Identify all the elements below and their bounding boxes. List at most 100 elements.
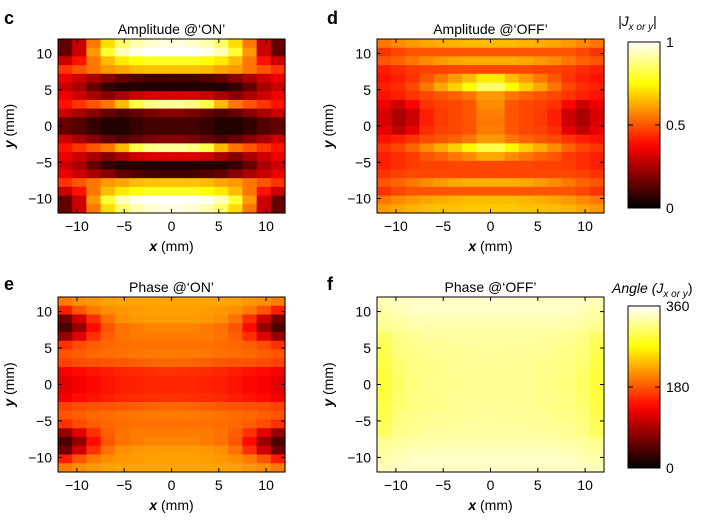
heatmap-cell (433, 419, 449, 429)
heatmap-cell (547, 134, 563, 144)
heatmap-cell (377, 160, 392, 171)
heatmap-cell (228, 195, 244, 205)
y-tick-label: −5 (355, 154, 371, 170)
heatmap-cell (72, 375, 87, 386)
heatmap-cell (447, 56, 463, 66)
heatmap-cell (128, 305, 144, 316)
heatmap-cell (114, 402, 130, 412)
heatmap-cell (561, 402, 577, 412)
heatmap-cell (547, 402, 563, 412)
heatmap-cell (419, 152, 435, 162)
heatmap-cell (143, 47, 158, 57)
heatmap-cell (72, 108, 87, 118)
heatmap-cell (462, 152, 477, 162)
heatmap-cell (533, 65, 548, 75)
heatmap-cell (270, 134, 286, 144)
heatmap-cell (228, 305, 244, 316)
heatmap-cell (199, 82, 215, 92)
heatmap-cell (575, 204, 591, 214)
heatmap-cell (533, 143, 548, 153)
heatmap-cell (86, 297, 102, 307)
heatmap-cell (575, 99, 591, 110)
heatmap-cell (419, 82, 435, 92)
heatmap-cell (185, 393, 201, 403)
heatmap-cell (199, 463, 215, 473)
heatmap-cell (575, 445, 591, 456)
heatmap-cell (405, 349, 421, 359)
heatmap-cell (228, 204, 244, 214)
y-tick-label: 5 (363, 82, 371, 98)
heatmap-cell (270, 323, 286, 333)
heatmap-cell (185, 99, 201, 110)
heatmap-cell (561, 82, 577, 92)
heatmap-cell (533, 437, 548, 447)
heatmap-cell (128, 349, 144, 359)
heatmap-cell (143, 160, 158, 171)
heatmap-cell (490, 358, 506, 368)
heatmap-cell (86, 419, 102, 429)
heatmap-cell (419, 384, 435, 394)
heatmap-cell (419, 463, 435, 473)
heatmap-cell (575, 73, 591, 84)
heatmap-cell (228, 323, 244, 333)
heatmap-cell (405, 91, 421, 101)
heatmap-cell (533, 384, 548, 394)
heatmap-cell (419, 99, 435, 110)
heatmap-cell (561, 160, 577, 171)
heatmap-cell (462, 91, 477, 101)
heatmap-cell (214, 437, 229, 447)
heatmap-cell (171, 160, 187, 171)
heatmap-cell (228, 367, 244, 377)
heatmap-cell (58, 410, 73, 421)
heatmap-cell (419, 117, 435, 127)
heatmap-cell (547, 91, 563, 101)
heatmap-cell (228, 437, 244, 447)
heatmap-cell (476, 47, 492, 57)
heatmap-cells (377, 297, 605, 473)
heatmap-cell (533, 375, 548, 386)
heatmap-cell (171, 143, 187, 153)
heatmap-cells (377, 39, 605, 214)
heatmap-cell (58, 91, 73, 101)
heatmap-cell (171, 39, 187, 49)
heatmap-cell (72, 134, 87, 144)
heatmap-cell (589, 160, 605, 171)
heatmap-cell (518, 47, 534, 57)
heatmap-cell (447, 186, 463, 197)
heatmap-cell (143, 186, 158, 197)
heatmap-cell (242, 445, 258, 456)
heatmap-cell (433, 117, 449, 127)
heatmap-cell (86, 393, 102, 403)
heatmap-cell (589, 393, 605, 403)
heatmap-cell (533, 332, 548, 342)
heatmap-cell (447, 305, 463, 316)
heatmap-cell (561, 117, 577, 127)
heatmap-cell (419, 56, 435, 66)
heatmap-cell (228, 402, 244, 412)
heatmap-cell (447, 419, 463, 429)
heatmap-cell (86, 39, 102, 49)
heatmap-cell (228, 358, 244, 368)
heatmap-cell (100, 126, 116, 136)
heatmap-cell (143, 134, 158, 144)
colorbar-title-main: |J (618, 13, 630, 29)
heatmap-cell (86, 340, 102, 351)
heatmap-cell (114, 134, 130, 144)
heatmap-cell (100, 65, 116, 75)
heatmap-cell (185, 91, 201, 101)
x-axis-label-var: x (148, 497, 158, 513)
heatmap-cell (86, 384, 102, 394)
heatmap-cell (547, 178, 563, 188)
heatmap-cell (405, 358, 421, 368)
heatmap-cell (490, 169, 506, 179)
heatmap-cell (171, 340, 187, 351)
heatmap-cell (490, 428, 506, 438)
heatmap-cell (547, 297, 563, 307)
heatmap-cell (391, 160, 406, 171)
heatmap-cell (377, 375, 392, 386)
heatmap-cell (447, 332, 463, 342)
heatmap-cell (391, 195, 406, 205)
heatmap-cell (476, 73, 492, 84)
heatmap-cell (575, 143, 591, 153)
heatmap-cell (100, 47, 116, 57)
